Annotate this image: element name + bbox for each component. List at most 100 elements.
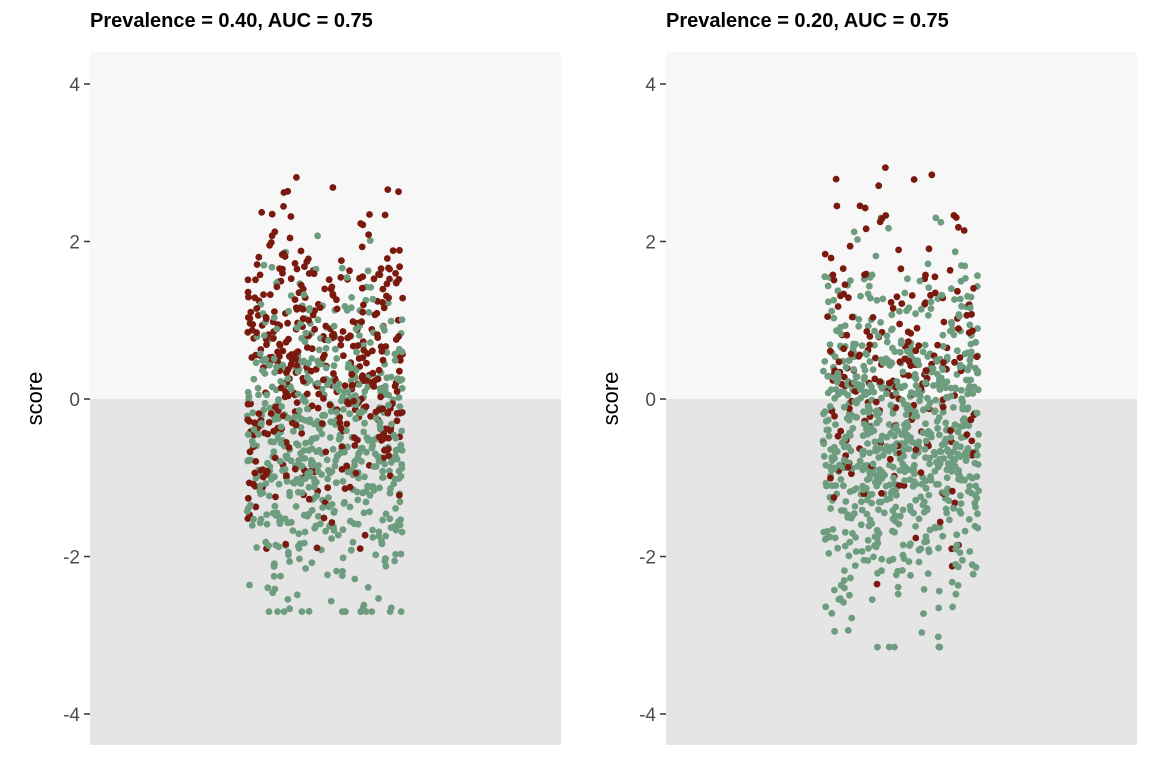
data-point-negative xyxy=(865,475,873,482)
data-point-negative xyxy=(245,393,253,400)
data-point-negative xyxy=(837,323,844,331)
data-point-positive xyxy=(385,452,392,459)
data-point-positive xyxy=(382,425,390,433)
data-point-positive xyxy=(246,319,254,327)
data-point-negative xyxy=(975,487,982,495)
data-point-negative xyxy=(845,412,853,420)
data-point-negative xyxy=(340,406,347,413)
data-point-negative xyxy=(947,384,955,392)
data-point-negative xyxy=(969,570,977,578)
data-point-positive xyxy=(259,466,267,473)
data-point-negative xyxy=(850,340,857,348)
data-point-positive xyxy=(279,265,286,273)
data-point-positive xyxy=(363,359,370,367)
data-point-positive xyxy=(352,469,360,477)
data-point-negative xyxy=(885,224,892,232)
data-point-negative xyxy=(858,342,866,349)
data-point-negative xyxy=(387,317,395,325)
data-point-negative xyxy=(863,351,871,358)
data-point-positive xyxy=(367,413,374,420)
data-point-positive xyxy=(283,369,290,377)
data-point-negative xyxy=(385,401,392,409)
data-point-positive xyxy=(872,398,880,406)
data-point-positive xyxy=(827,254,835,262)
data-point-negative xyxy=(370,463,378,470)
data-point-negative xyxy=(867,294,874,302)
data-point-positive xyxy=(831,412,838,420)
data-point-negative xyxy=(891,442,898,450)
data-point-positive xyxy=(875,182,883,190)
data-point-negative xyxy=(302,565,309,572)
data-point-negative xyxy=(922,533,930,540)
data-point-negative xyxy=(868,271,876,279)
data-point-negative xyxy=(943,353,951,361)
data-point-positive xyxy=(359,273,367,280)
data-point-negative xyxy=(332,479,340,487)
data-point-positive xyxy=(376,433,383,441)
data-point-negative xyxy=(863,510,871,518)
data-point-negative xyxy=(875,454,883,461)
data-point-positive xyxy=(928,171,936,179)
data-point-negative xyxy=(901,289,909,297)
data-point-positive xyxy=(245,293,252,301)
data-point-negative xyxy=(821,358,829,365)
data-point-positive xyxy=(283,472,290,479)
data-point-negative xyxy=(971,499,979,507)
data-point-negative xyxy=(915,558,923,566)
data-point-negative xyxy=(934,633,942,641)
data-point-positive xyxy=(294,348,302,355)
data-point-negative xyxy=(840,482,847,490)
data-point-negative xyxy=(831,448,839,456)
data-point-negative xyxy=(398,384,406,392)
data-point-negative xyxy=(956,363,964,371)
data-point-negative xyxy=(827,505,834,512)
data-point-negative xyxy=(326,434,334,441)
data-point-negative xyxy=(339,567,346,575)
data-point-positive xyxy=(247,308,255,316)
data-point-negative xyxy=(904,275,911,283)
data-point-negative xyxy=(913,412,921,420)
data-point-negative xyxy=(927,305,935,312)
data-point-positive xyxy=(856,351,863,359)
data-point-negative xyxy=(906,466,914,474)
data-point-positive xyxy=(340,352,347,360)
data-point-negative xyxy=(841,542,849,550)
data-point-negative xyxy=(953,541,961,549)
data-point-negative xyxy=(899,460,907,468)
data-point-positive xyxy=(948,487,956,495)
data-point-positive xyxy=(266,291,274,298)
data-point-negative xyxy=(322,364,330,372)
data-point-positive xyxy=(349,318,357,325)
data-point-negative xyxy=(354,454,362,461)
data-point-negative xyxy=(277,439,285,447)
data-point-negative xyxy=(924,570,932,577)
data-point-negative xyxy=(919,348,927,356)
data-point-negative xyxy=(335,380,343,388)
data-point-negative xyxy=(255,430,262,438)
data-point-negative xyxy=(842,363,850,371)
data-point-negative xyxy=(372,414,380,422)
data-point-negative xyxy=(873,526,881,534)
data-point-positive xyxy=(354,342,361,349)
data-point-positive xyxy=(829,271,837,279)
data-point-negative xyxy=(840,388,848,396)
data-point-negative xyxy=(936,447,944,455)
data-point-negative xyxy=(955,312,963,320)
data-point-negative xyxy=(268,263,276,271)
data-point-negative xyxy=(846,432,854,439)
data-point-negative xyxy=(270,355,278,363)
data-point-negative xyxy=(340,500,348,507)
data-point-negative xyxy=(388,420,395,428)
data-point-positive xyxy=(358,243,366,251)
data-point-negative xyxy=(928,368,935,376)
data-point-positive xyxy=(895,246,902,254)
data-point-negative xyxy=(973,451,981,459)
data-point-negative xyxy=(337,433,344,441)
data-point-negative xyxy=(366,237,374,245)
data-point-negative xyxy=(395,394,403,401)
data-point-positive xyxy=(244,314,252,321)
data-point-positive xyxy=(896,320,903,328)
data-point-negative xyxy=(826,403,834,410)
data-point-positive xyxy=(922,299,929,306)
y-tick-label: 2 xyxy=(69,233,80,254)
